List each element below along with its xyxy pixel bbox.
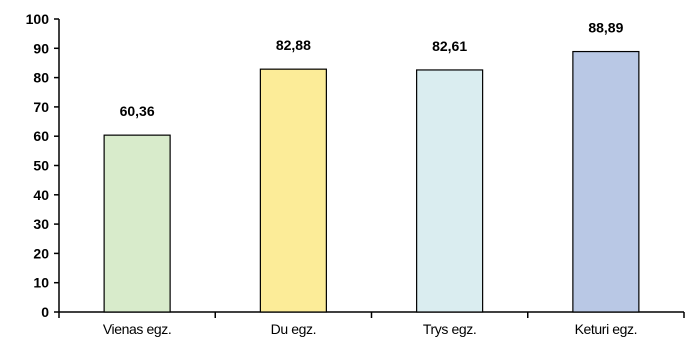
- y-tick-label: 50: [33, 158, 49, 174]
- y-tick-label: 20: [33, 245, 49, 261]
- x-category-label: Keturi egz.: [575, 321, 638, 337]
- y-axis: 0 10 20 30 40 50 60 70 80 90 100: [26, 11, 60, 320]
- y-tick-label: 80: [33, 70, 49, 86]
- bar: [572, 50, 640, 313]
- y-tick-label: 10: [33, 275, 49, 291]
- y-tick-label: 90: [33, 40, 49, 56]
- bar-value-label: 82,88: [276, 37, 311, 53]
- y-tick-label: 70: [33, 99, 49, 115]
- data-labels: 60,36 82,88 82,61 88,89: [120, 20, 624, 120]
- bar: [259, 68, 327, 313]
- y-tick-label: 40: [33, 187, 49, 203]
- bar: [416, 69, 484, 313]
- bar-value-label: 82,61: [432, 38, 467, 54]
- y-tick-label: 0: [41, 304, 49, 320]
- y-tick-label: 100: [26, 11, 50, 27]
- bar: [103, 134, 171, 313]
- bar-value-label: 88,89: [588, 20, 623, 36]
- y-tick-label: 60: [33, 128, 49, 144]
- x-category-label: Trys egz.: [423, 321, 476, 337]
- bars: [103, 50, 640, 313]
- x-category-label: Vienas egz.: [103, 321, 172, 337]
- bar-value-label: 60,36: [120, 103, 155, 119]
- x-category-label: Du egz.: [271, 321, 316, 337]
- y-tick-label: 30: [33, 216, 49, 232]
- x-axis: Vienas egz. Du egz. Trys egz. Keturi egz.: [58, 311, 685, 337]
